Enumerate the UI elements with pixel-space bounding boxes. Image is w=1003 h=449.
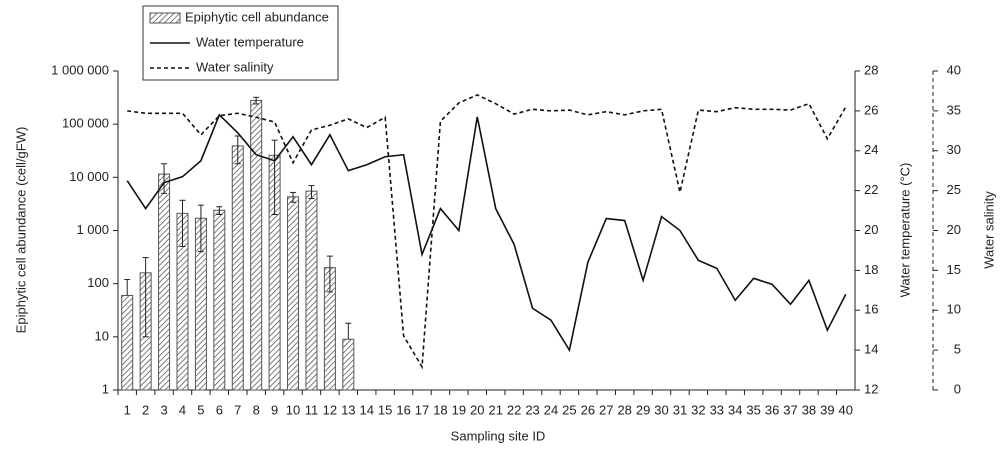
- x-tick-label: 3: [160, 402, 167, 417]
- x-tick-label: 17: [415, 402, 429, 417]
- x-tick-label: 8: [253, 402, 260, 417]
- x-tick-label: 25: [562, 402, 576, 417]
- y2-tick-label: 14: [864, 342, 878, 357]
- x-tick-label: 5: [197, 402, 204, 417]
- bar: [342, 338, 355, 391]
- x-tick-label: 35: [746, 402, 760, 417]
- x-tick-label: 12: [323, 402, 337, 417]
- y-tick-label: 1: [102, 381, 109, 396]
- y2-tick-label: 22: [864, 182, 878, 197]
- temperature-line: [126, 113, 847, 353]
- x-tick-label: 23: [525, 402, 539, 417]
- x-tick-label: 39: [820, 402, 834, 417]
- y3-tick-label: 10: [947, 302, 961, 317]
- y3-tick-label: 25: [947, 182, 961, 197]
- y-tick-label: 1 000 000: [51, 62, 109, 77]
- x-tick-label: 11: [305, 402, 319, 417]
- x-tick-label: 30: [654, 402, 668, 417]
- x-tick-label: 33: [710, 402, 724, 417]
- x-tick-label: 6: [216, 402, 223, 417]
- x-tick-label: 32: [691, 402, 705, 417]
- x-tick-label: 1: [124, 402, 131, 417]
- y3-axis-title: Water salinity: [981, 191, 996, 269]
- legend-label: Water temperature: [196, 34, 304, 49]
- y-tick-label: 100 000: [62, 116, 109, 131]
- x-tick-label: 37: [783, 402, 797, 417]
- x-tick-label: 10: [286, 402, 300, 417]
- x-tick-label: 40: [839, 402, 853, 417]
- x-tick-label: 14: [360, 402, 374, 417]
- x-tick-label: 7: [234, 402, 241, 417]
- x-tick-label: 20: [470, 402, 484, 417]
- x-tick-label: 36: [765, 402, 779, 417]
- x-tick-label: 29: [636, 402, 650, 417]
- x-tick-label: 19: [452, 402, 466, 417]
- x-tick-label: 24: [544, 402, 558, 417]
- legend-label: Water salinity: [196, 59, 274, 74]
- bar: [250, 99, 263, 391]
- y-tick-label: 10 000: [69, 169, 109, 184]
- x-tick-label: 27: [599, 402, 613, 417]
- bar: [287, 196, 300, 391]
- y-tick-label: 10: [95, 328, 109, 343]
- x-tick-label: 13: [341, 402, 355, 417]
- bar: [121, 294, 134, 391]
- x-tick-label: 15: [378, 402, 392, 417]
- y2-tick-label: 28: [864, 62, 878, 77]
- y3-tick-label: 35: [947, 102, 961, 117]
- y3-tick-label: 15: [947, 262, 961, 277]
- bar: [305, 190, 318, 391]
- x-tick-label: 16: [396, 402, 410, 417]
- x-tick-label: 21: [488, 402, 502, 417]
- x-tick-label: 34: [728, 402, 742, 417]
- bar: [213, 209, 226, 391]
- x-tick-label: 2: [142, 402, 149, 417]
- x-tick-label: 31: [673, 402, 687, 417]
- y2-axis-title: Water temperature (°C): [897, 163, 912, 298]
- y2-tick-label: 26: [864, 102, 878, 117]
- bar: [231, 145, 244, 391]
- x-tick-label: 9: [271, 402, 278, 417]
- y3-tick-label: 30: [947, 142, 961, 157]
- y2-tick-label: 16: [864, 302, 878, 317]
- y3-tick-label: 20: [947, 222, 961, 237]
- y2-tick-label: 12: [864, 381, 878, 396]
- x-tick-label: 26: [581, 402, 595, 417]
- x-tick-label: 28: [617, 402, 631, 417]
- y2-tick-label: 24: [864, 142, 878, 157]
- x-axis-title: Sampling site ID: [451, 428, 546, 443]
- y2-tick-label: 20: [864, 222, 878, 237]
- bar: [158, 173, 171, 391]
- legend-label: Epiphytic cell abundance: [185, 9, 329, 24]
- y3-tick-label: 0: [954, 381, 961, 396]
- x-tick-label: 22: [507, 402, 521, 417]
- y-axis-title: Epiphytic cell abundance (cell/gFW): [13, 127, 28, 334]
- y-tick-label: 100: [87, 275, 109, 290]
- y-tick-label: 1 000: [76, 222, 109, 237]
- x-tick-label: 18: [433, 402, 447, 417]
- y3-tick-label: 40: [947, 62, 961, 77]
- y3-tick-label: 5: [954, 342, 961, 357]
- y2-tick-label: 18: [864, 262, 878, 277]
- x-tick-label: 38: [802, 402, 816, 417]
- x-tick-label: 4: [179, 402, 186, 417]
- legend-swatch: [149, 12, 181, 24]
